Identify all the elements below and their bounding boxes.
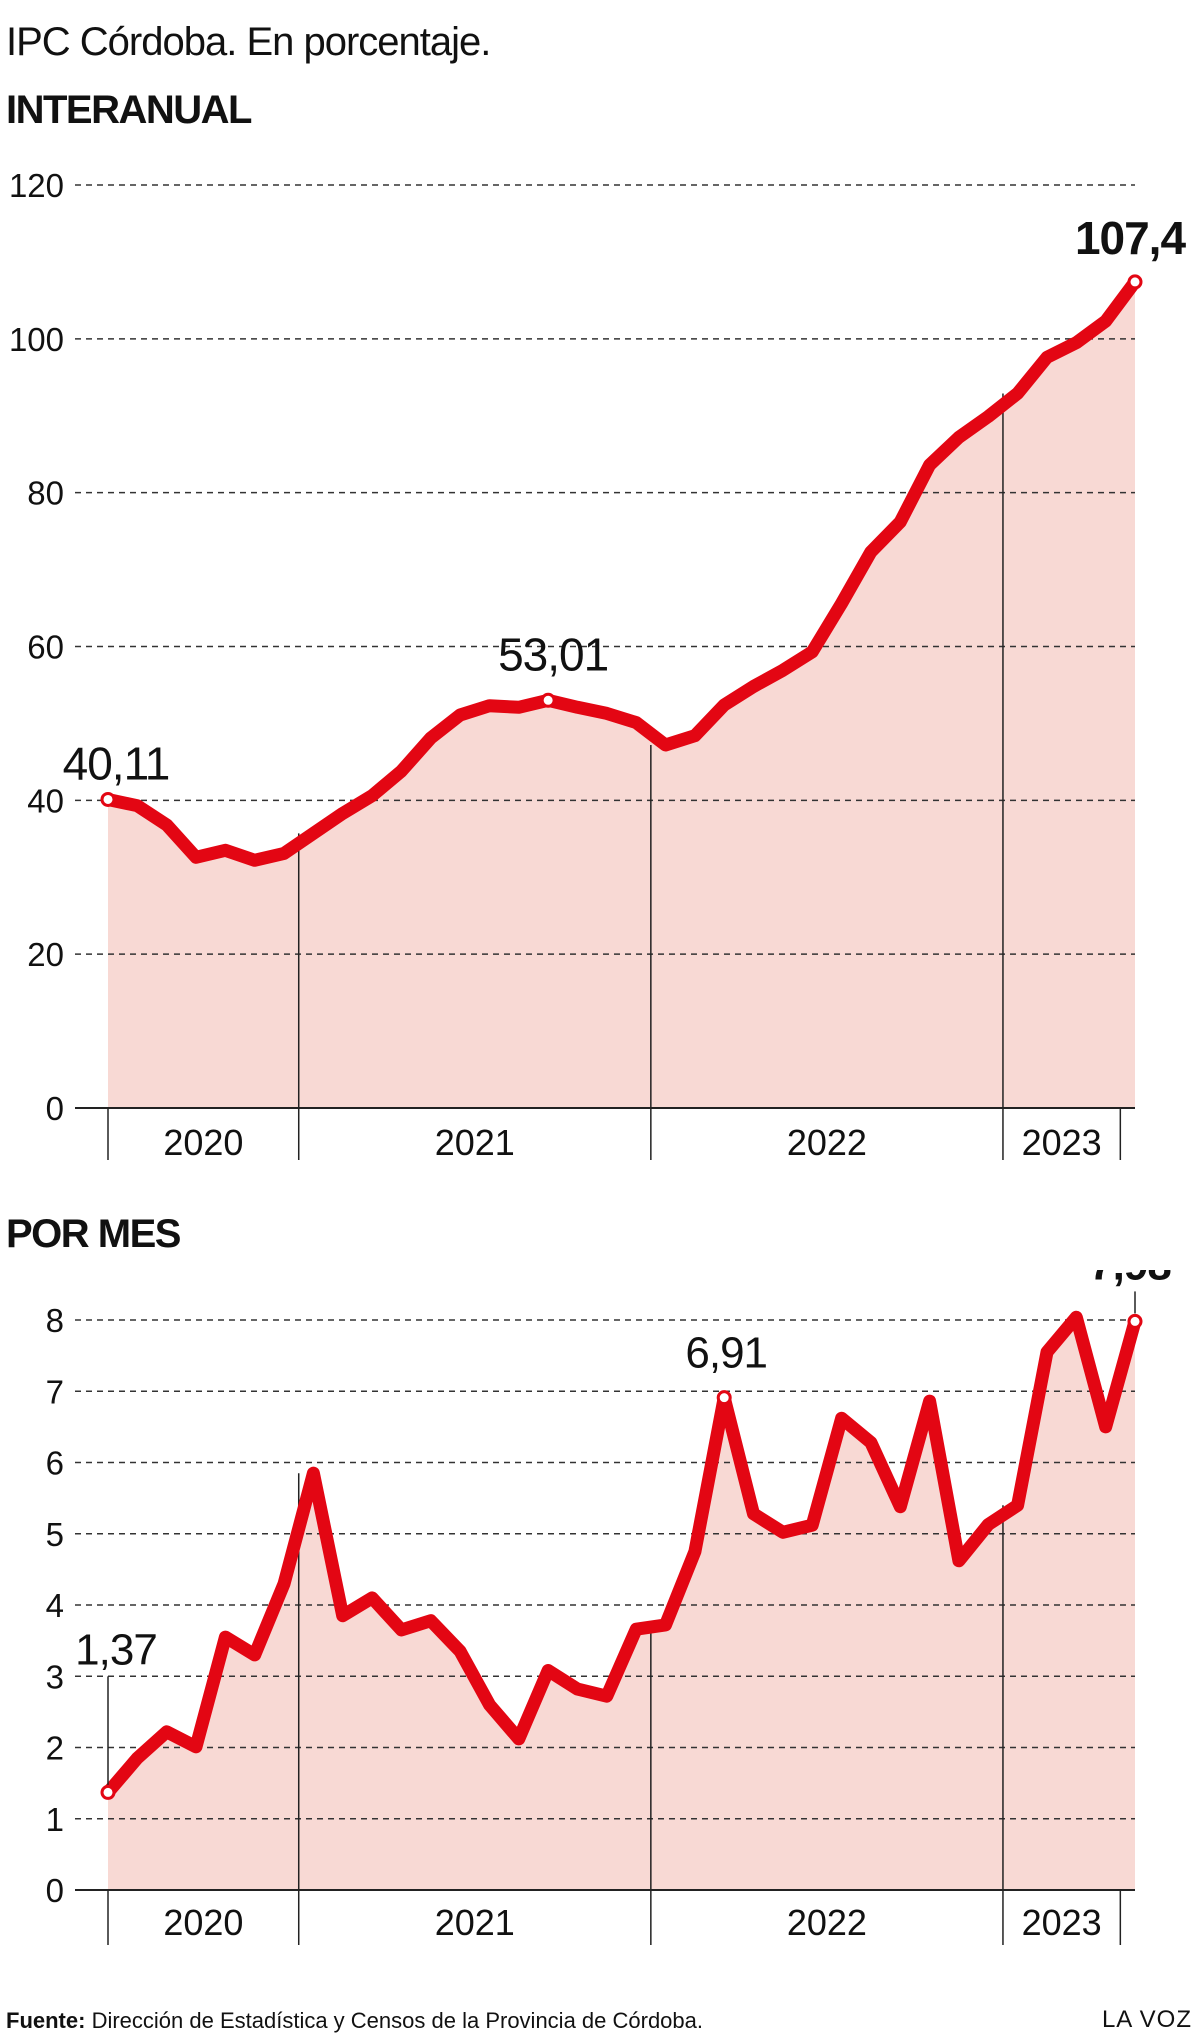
year-label: 2022 — [787, 1122, 867, 1163]
year-label: 2021 — [435, 1902, 515, 1943]
year-label: 2023 — [1022, 1902, 1102, 1943]
year-label: 2021 — [435, 1122, 515, 1163]
y-tick-label: 5 — [46, 1516, 64, 1553]
year-label: 2020 — [163, 1122, 243, 1163]
y-tick-label: 7 — [46, 1373, 64, 1410]
section-title-por-mes: POR MES — [6, 1212, 181, 1256]
data-label: 6,91 — [685, 1329, 767, 1378]
data-label: 107,4 — [1075, 212, 1187, 264]
data-label: 40,11 — [63, 737, 170, 789]
y-tick-label: 40 — [27, 782, 64, 819]
y-tick-label: 60 — [27, 629, 64, 666]
annotation-marker — [100, 1784, 116, 1800]
y-tick-label: 2 — [46, 1730, 64, 1767]
series-line — [101, 1310, 1142, 1799]
area-fill — [108, 281, 1135, 1108]
y-tick-label: 20 — [27, 936, 64, 973]
chart-por-mes: 0 1 2 3 4 5 6 7 8 2020 2021 2022 2023 1,37 6,91 7,98 — [46, 1270, 1172, 1945]
brand-logo-text: LA VOZ — [1101, 2006, 1192, 2033]
y-tick-label: 120 — [9, 167, 64, 204]
annotation-marker — [1127, 1313, 1143, 1329]
y-tick-label: 3 — [46, 1658, 64, 1695]
data-label: 7,98 — [1089, 1270, 1171, 1289]
y-tick-label: 6 — [46, 1445, 64, 1482]
annotation-marker — [100, 791, 116, 807]
series-line — [101, 275, 1142, 867]
data-label: 1,37 — [75, 1625, 157, 1674]
y-tick-label: 0 — [46, 1872, 64, 1909]
y-tick-label: 80 — [27, 475, 64, 512]
y-tick-label: 1 — [46, 1801, 64, 1838]
source-text: Dirección de Estadística y Censos de la … — [91, 2008, 704, 2033]
chart-interanual: 0 20 40 60 80 100 120 2020 2021 2022 2023 40,11 53,0… — [9, 167, 1188, 1163]
y-tick-label: 4 — [46, 1587, 64, 1624]
y-tick-label: 0 — [46, 1090, 64, 1127]
annotation-marker — [540, 692, 556, 708]
page-title: IPC Córdoba. En porcentaje. — [6, 20, 491, 64]
y-tick-label: 100 — [9, 321, 64, 358]
source-label: Fuente: — [6, 2008, 86, 2033]
source-note: Fuente: Dirección de Estadística y Censo… — [6, 2008, 703, 2034]
annotation-marker — [1127, 274, 1143, 290]
data-label: 53,01 — [498, 628, 608, 680]
section-title-interanual: INTERANUAL — [6, 88, 252, 132]
area-fill — [108, 1317, 1135, 1890]
annotation-marker — [716, 1390, 732, 1406]
year-label: 2023 — [1022, 1122, 1102, 1163]
year-label: 2020 — [163, 1902, 243, 1943]
y-tick-label: 8 — [46, 1302, 64, 1339]
year-label: 2022 — [787, 1902, 867, 1943]
